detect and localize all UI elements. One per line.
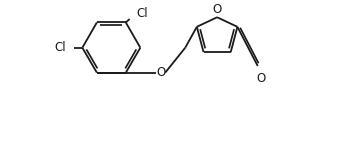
- Text: O: O: [213, 3, 222, 16]
- Text: O: O: [256, 72, 265, 85]
- Text: Cl: Cl: [55, 41, 67, 54]
- Text: Cl: Cl: [136, 7, 148, 20]
- Text: O: O: [156, 66, 165, 79]
